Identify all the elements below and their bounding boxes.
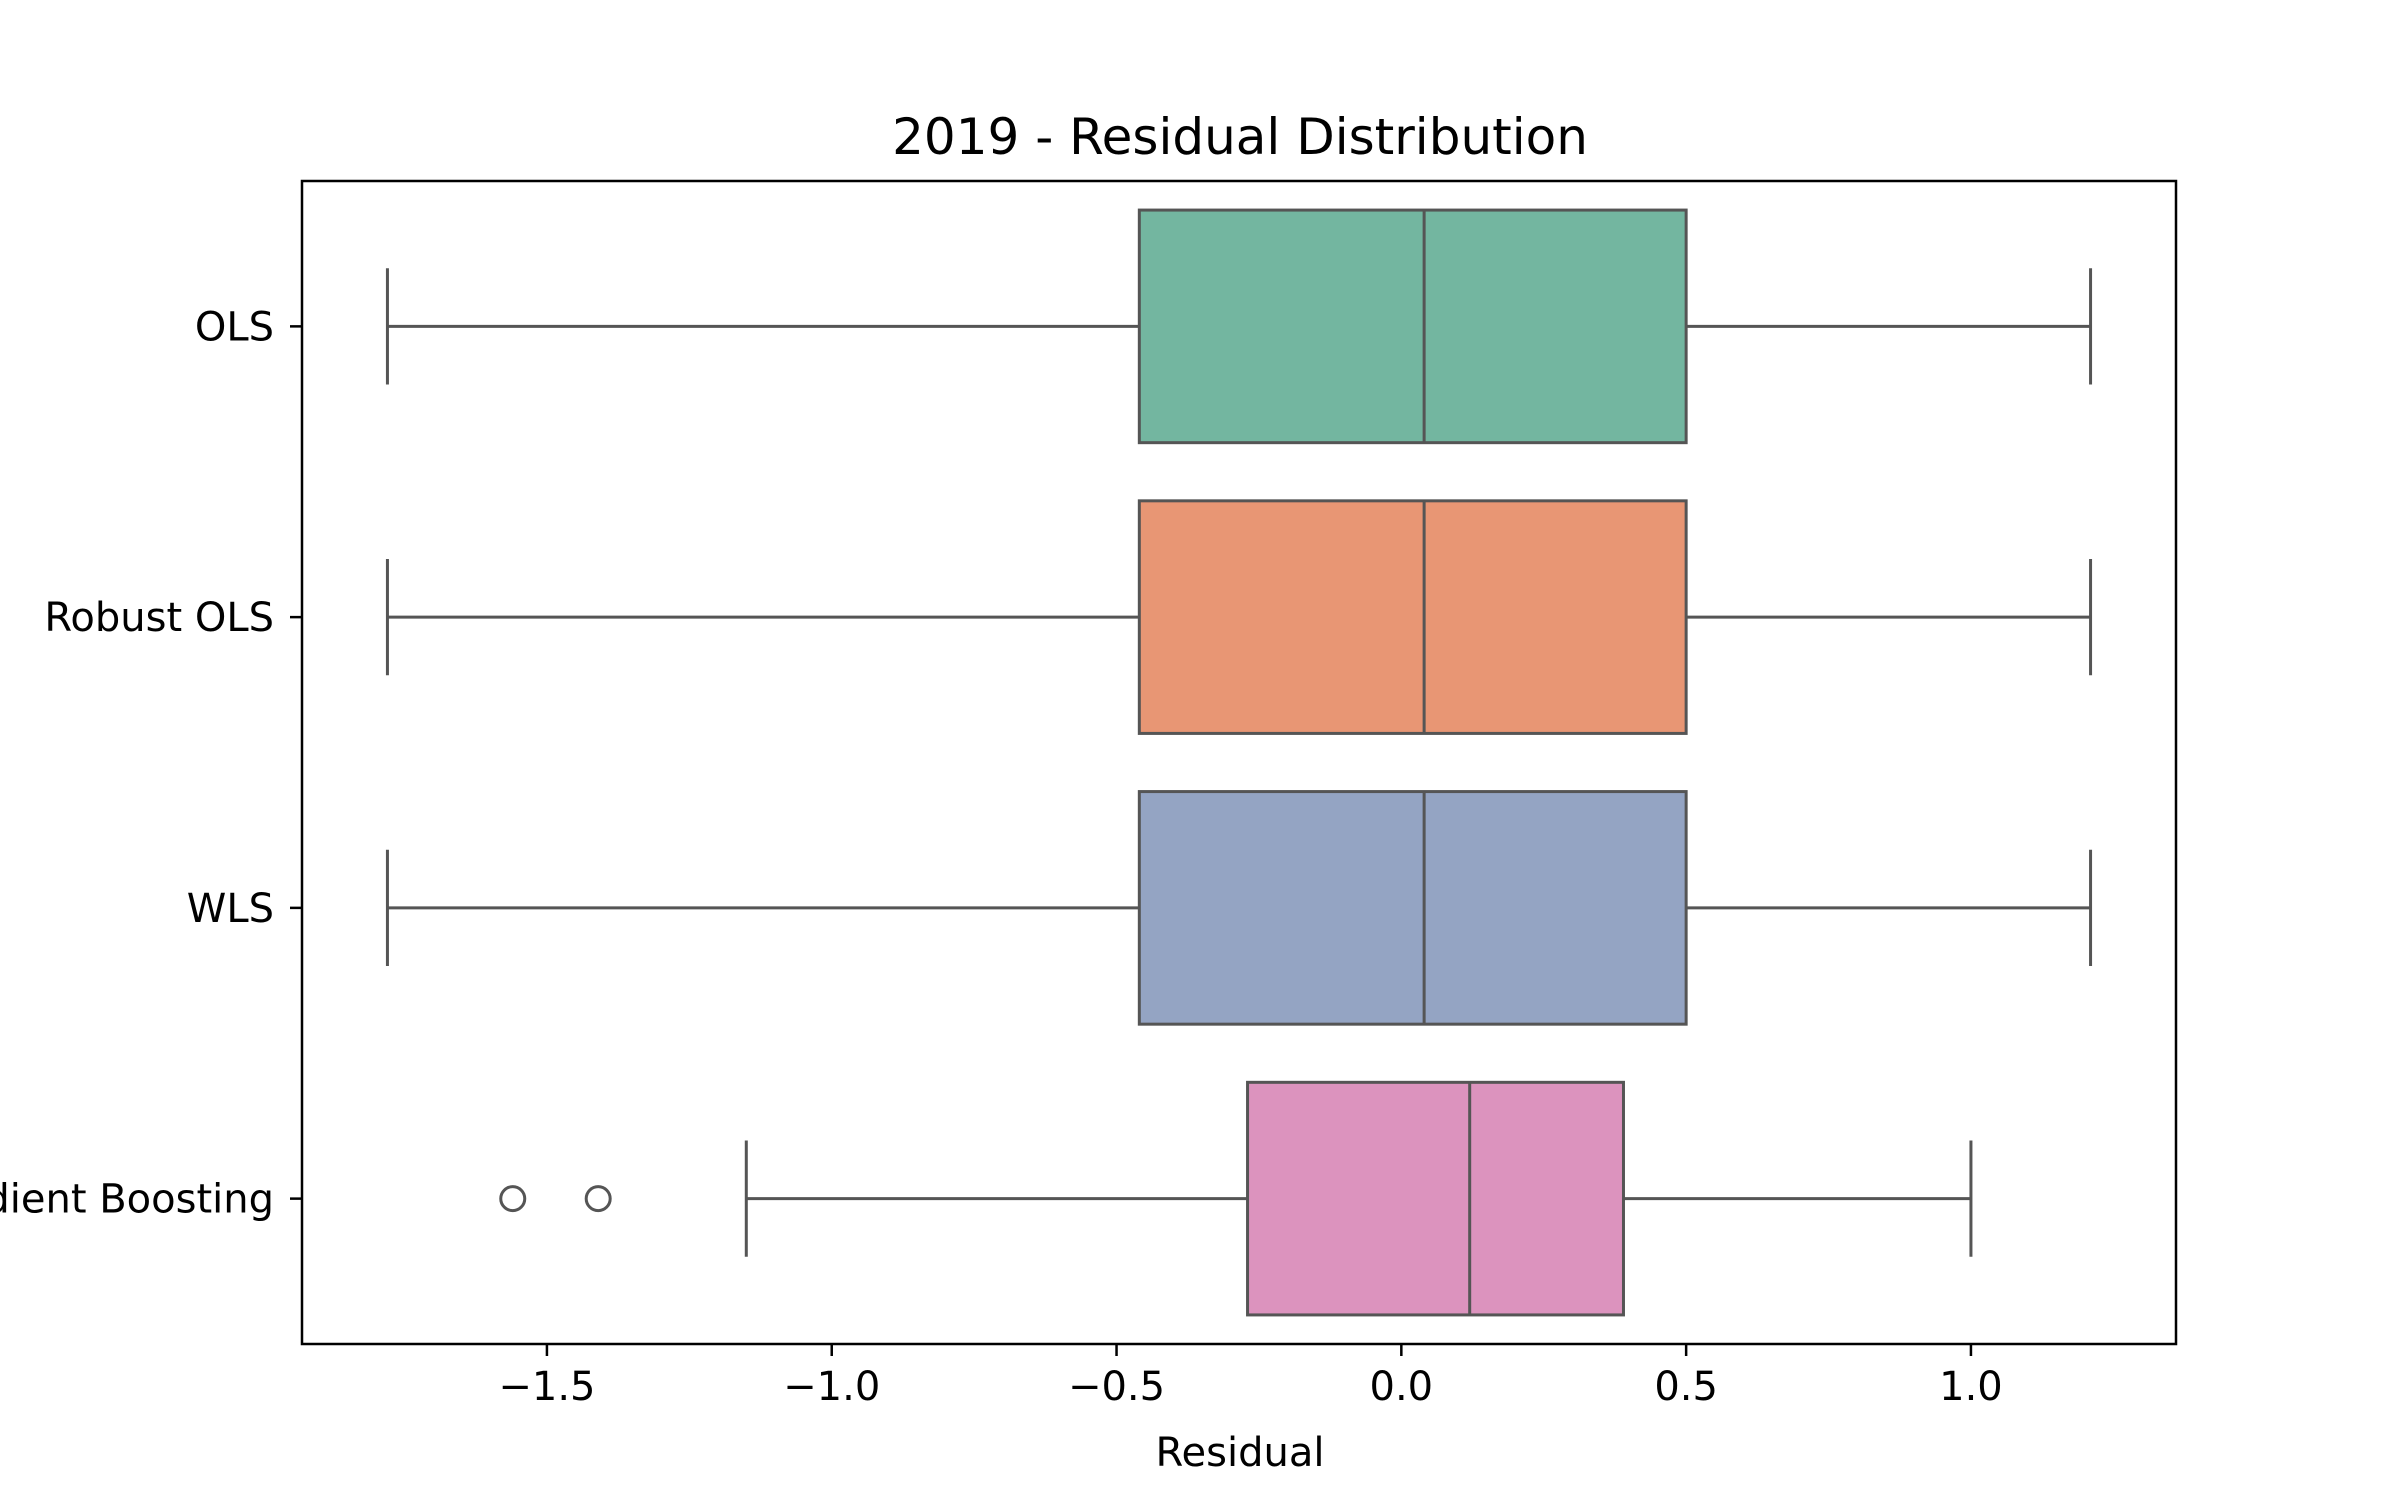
iqr-box — [1246, 1080, 1625, 1317]
y-tick-label: Gradient Boosting — [0, 1177, 274, 1223]
y-tick-label: Robust OLS — [44, 595, 274, 641]
y-tick-label: WLS — [187, 886, 274, 932]
x-axis: −1.5 −1.0 −0.5 0.0 0.5 1.0 — [498, 1344, 2003, 1410]
x-tick-label: 0.5 — [1654, 1364, 1718, 1410]
x-tick-label: 1.0 — [1939, 1364, 2003, 1410]
box-group-robust-ols — [385, 499, 2093, 735]
x-tick-label: −0.5 — [1068, 1364, 1165, 1410]
iqr-box — [1137, 208, 1688, 445]
chart-title: 2019 - Residual Distribution — [892, 108, 1588, 166]
y-tick-label: OLS — [195, 304, 274, 350]
iqr-box — [1137, 790, 1688, 1026]
x-tick-label: 0.0 — [1370, 1364, 1434, 1410]
x-tick-label: −1.0 — [783, 1364, 880, 1410]
plot-frame — [300, 179, 2178, 1346]
iqr-box — [1137, 499, 1688, 735]
outlier-point — [584, 1185, 612, 1213]
outlier-point — [499, 1185, 527, 1213]
box-group-wls — [385, 790, 2093, 1026]
plot-area — [385, 208, 2093, 1317]
box-group-ols — [385, 208, 2093, 445]
x-axis-label: Residual — [1156, 1430, 1325, 1476]
box-group-gradient-boosting — [499, 1080, 1973, 1317]
x-tick-label: −1.5 — [498, 1364, 595, 1410]
y-axis: OLS Robust OLS WLS Gradient Boosting — [0, 304, 302, 1223]
